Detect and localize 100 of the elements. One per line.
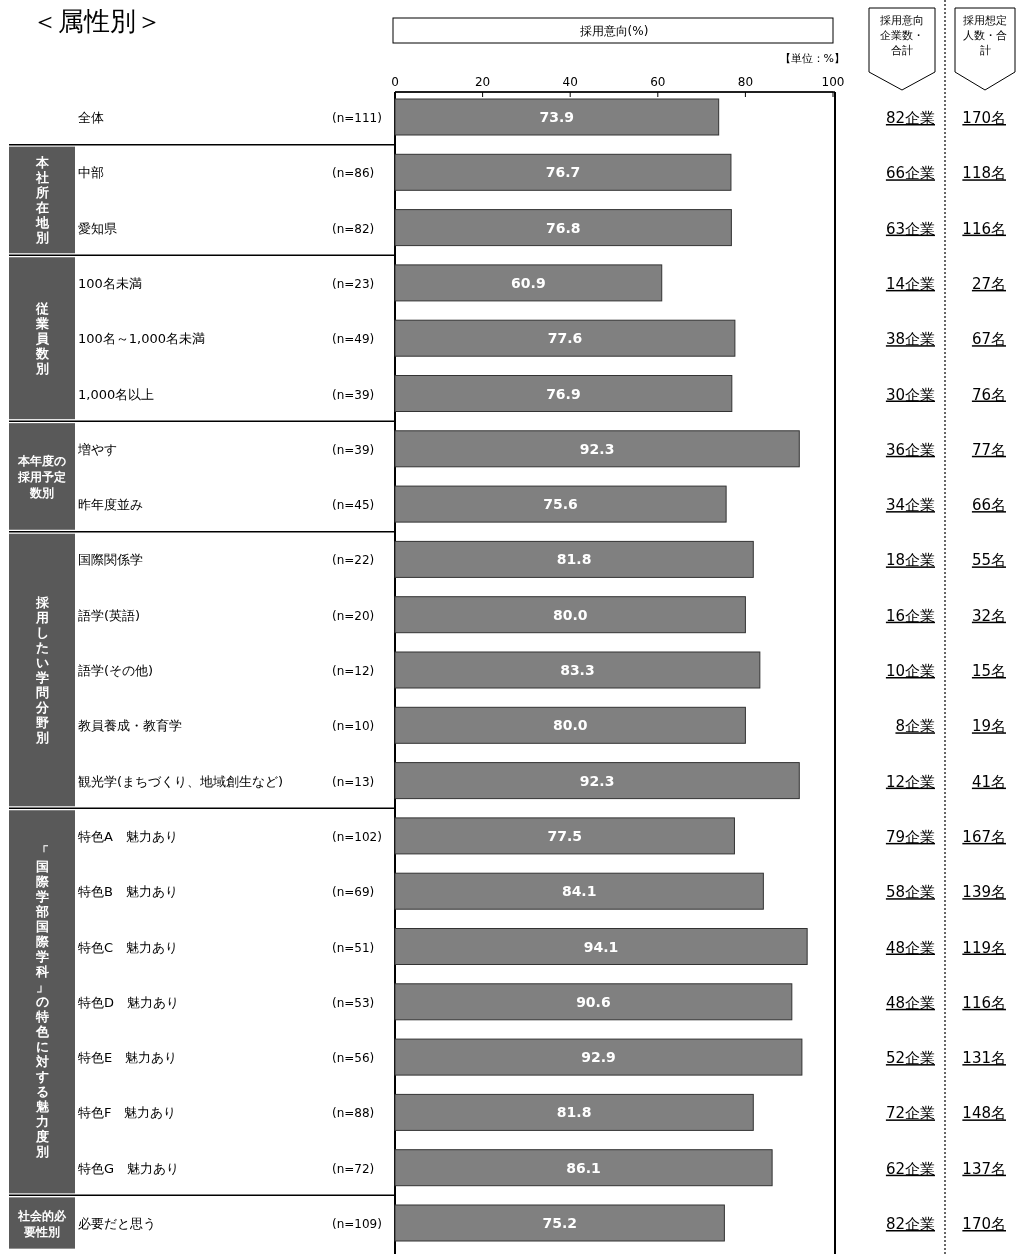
- text: 18企業: [885, 551, 935, 570]
- y-tick-label: 特色G 魅力あり: [78, 1160, 180, 1176]
- y-tick-label: 中部: [78, 165, 104, 181]
- data-label: 90.6: [576, 993, 611, 1010]
- text: 66名: [971, 496, 1006, 515]
- bar: [394, 983, 793, 1021]
- text: 58企業: [885, 883, 935, 902]
- text: 55名: [971, 551, 1006, 570]
- y-tick-label: 特色C 魅力あり: [78, 939, 179, 955]
- y-tick-label: 特色B 魅力あり: [78, 884, 178, 900]
- bar: [394, 1204, 725, 1242]
- data-label: 76.8: [545, 219, 581, 236]
- y-tick-label: 語学(英語): [78, 607, 141, 623]
- bar: [394, 153, 732, 191]
- text: 116名: [962, 993, 1006, 1012]
- text: 採用意向企業数・合計: [880, 14, 924, 57]
- text: (n=22): [332, 553, 375, 568]
- bar: [394, 1038, 803, 1076]
- text: (n=102): [332, 829, 382, 844]
- data-label: 76.7: [545, 164, 581, 181]
- data-label: 92.3: [579, 440, 615, 457]
- y-tick-label: 100名～1,000名未満: [78, 331, 206, 347]
- x2-tick-label: 80: [737, 75, 754, 89]
- bar: [394, 1093, 754, 1131]
- y-tick-label: 観光学(まちづくり、地域創生など): [78, 773, 284, 789]
- text: 36企業: [885, 440, 935, 459]
- text: (n=39): [332, 387, 375, 402]
- y-tick-label: 必要だと思う: [78, 1216, 156, 1231]
- text: 27名: [971, 274, 1006, 293]
- text: 本年度の採用予定数別: [17, 454, 66, 501]
- y-tick-label: 国際関係学: [78, 552, 143, 568]
- text: 139名: [962, 883, 1006, 902]
- data-label: 60.9: [511, 274, 546, 291]
- text: 19名: [971, 717, 1006, 736]
- y-tick-label: 教員養成・教育学: [78, 718, 182, 734]
- text: ＜属性別＞: [32, 6, 162, 36]
- text: 「国際学部国際学科」の特色に対する魅力度別: [35, 844, 49, 1160]
- text: (n=10): [332, 719, 375, 734]
- text: 72企業: [885, 1104, 935, 1123]
- text: 137名: [962, 1159, 1006, 1178]
- text: (n=53): [332, 995, 375, 1010]
- text: 119名: [962, 938, 1006, 957]
- text: (n=39): [332, 442, 375, 457]
- text: 48企業: [885, 938, 935, 957]
- text: 採用想定人数・合計: [963, 14, 1007, 57]
- text: 77名: [971, 440, 1006, 459]
- data-label: 80.0: [552, 606, 588, 623]
- data-label: 80.0: [552, 717, 588, 734]
- text: 63企業: [885, 219, 935, 238]
- y-tick-label: 愛知県: [78, 220, 117, 236]
- bar: [394, 817, 735, 855]
- text: (n=111): [332, 111, 382, 125]
- text: 62企業: [885, 1159, 935, 1178]
- text: 15名: [971, 662, 1006, 680]
- text: 148名: [962, 1104, 1006, 1123]
- data-label: 84.1: [561, 883, 597, 900]
- x2-tick-label: 0: [391, 75, 399, 89]
- text: (n=51): [332, 940, 375, 955]
- data-label: 94.1: [583, 938, 619, 955]
- text: 32名: [971, 606, 1006, 625]
- data-label: 83.3: [560, 662, 595, 678]
- text: (n=23): [332, 276, 375, 291]
- text: 採用意向(%): [579, 24, 649, 38]
- text: 170名: [962, 109, 1006, 127]
- data-label: 86.1: [566, 1159, 601, 1176]
- x2-tick-label: 100: [821, 75, 845, 89]
- text: 82企業: [885, 109, 935, 127]
- text: (n=88): [332, 1106, 375, 1121]
- text: 本社所在地別: [34, 154, 50, 245]
- text: 66企業: [885, 164, 935, 183]
- bar: [394, 651, 761, 689]
- text: (n=45): [332, 498, 375, 513]
- bar: [394, 209, 732, 247]
- y-tick-label: 特色D 魅力あり: [78, 994, 180, 1010]
- text: 118名: [962, 164, 1006, 183]
- y-tick-label: 特色A 魅力あり: [78, 828, 178, 844]
- text: (n=49): [332, 332, 375, 347]
- data-label: 92.9: [581, 1049, 616, 1066]
- text: 10企業: [885, 662, 935, 680]
- bar: [394, 762, 800, 800]
- bar: [394, 430, 800, 468]
- y-tick-label: 語学(その他): [78, 663, 154, 678]
- text: 12企業: [885, 772, 935, 791]
- text: 34企業: [885, 496, 935, 515]
- bar: [394, 706, 746, 744]
- text: (n=13): [332, 774, 375, 789]
- text: (n=20): [332, 608, 375, 623]
- text: 41名: [971, 772, 1006, 791]
- text: 116名: [962, 219, 1006, 238]
- text: (n=69): [332, 885, 375, 900]
- y-tick-label: 100名未満: [78, 275, 142, 291]
- text: 67名: [971, 330, 1006, 349]
- text: (n=56): [332, 1051, 375, 1066]
- bar: [394, 264, 663, 302]
- x2-tick-label: 20: [474, 75, 491, 89]
- text: 131名: [962, 1049, 1006, 1068]
- data-label: 77.6: [547, 330, 583, 347]
- text: 【単位：%】: [779, 52, 845, 65]
- text: 16企業: [885, 606, 935, 625]
- bar: [394, 375, 733, 412]
